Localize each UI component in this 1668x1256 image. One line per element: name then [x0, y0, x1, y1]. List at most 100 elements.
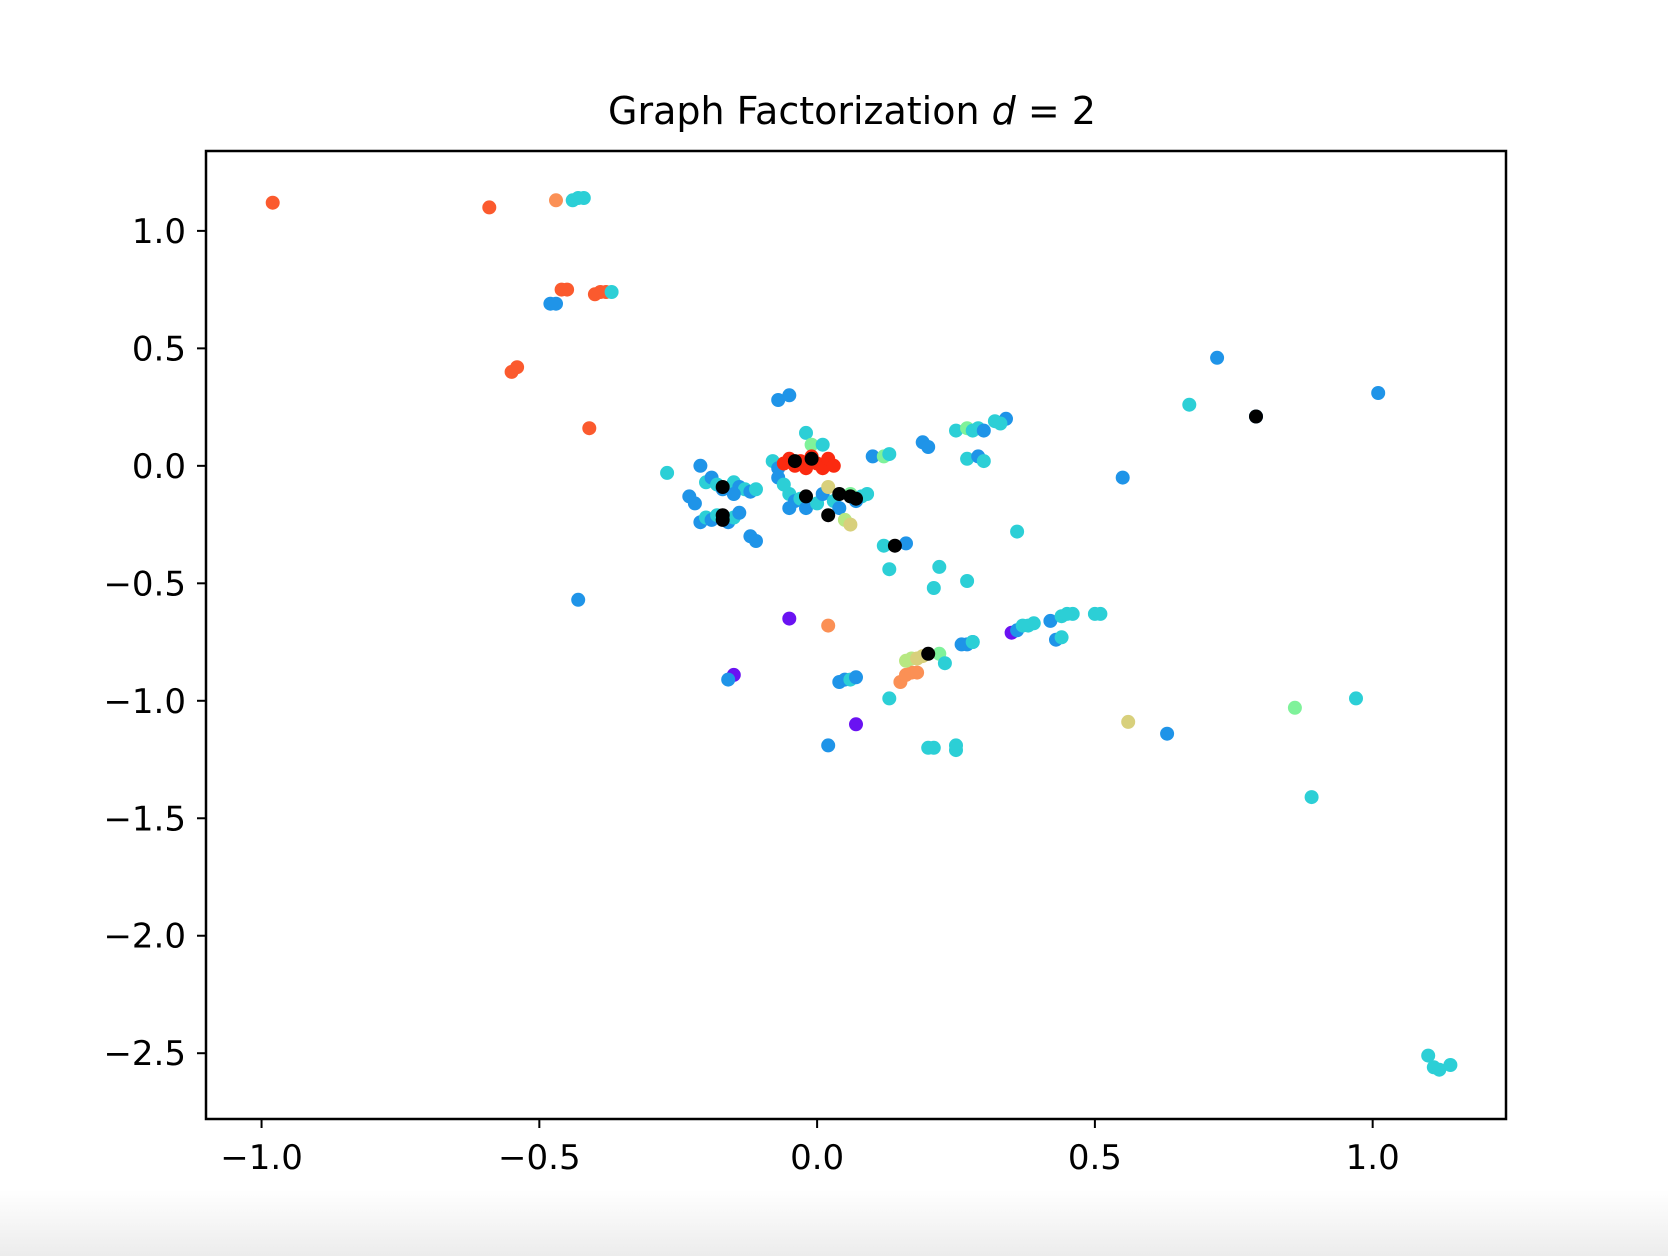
data-point	[726, 487, 741, 501]
data-point	[787, 454, 802, 469]
chart-title-variable: d	[992, 89, 1017, 133]
data-point	[721, 672, 736, 687]
y-tick-label: 0.0	[132, 447, 186, 487]
data-point	[876, 538, 891, 553]
data-point	[1115, 470, 1130, 485]
data-point	[549, 193, 563, 208]
data-point	[549, 296, 563, 311]
data-point	[1121, 714, 1136, 729]
data-point	[821, 738, 836, 753]
y-tick-label: −1.5	[103, 799, 186, 839]
data-point	[576, 191, 591, 205]
data-point	[1054, 630, 1069, 645]
data-point	[921, 440, 936, 454]
data-point	[1160, 726, 1175, 741]
data-point	[265, 195, 280, 210]
chart-title: Graph Factorization d = 2	[608, 89, 1096, 133]
data-point	[821, 508, 836, 523]
data-point	[1349, 691, 1363, 706]
x-tick-label: −0.5	[498, 1138, 581, 1178]
y-tick-label: −2.0	[103, 917, 186, 957]
data-point	[976, 454, 991, 469]
data-point	[821, 618, 836, 633]
scatter-points	[265, 191, 1458, 1077]
data-point	[887, 538, 902, 553]
data-point	[782, 611, 797, 626]
data-point	[687, 496, 702, 511]
data-point	[1065, 606, 1080, 621]
x-tick-label: −1.0	[220, 1138, 303, 1178]
data-point	[732, 505, 747, 520]
data-point	[965, 635, 980, 649]
data-point	[949, 738, 963, 753]
data-point	[1026, 616, 1041, 631]
data-point	[482, 200, 497, 215]
data-point	[799, 501, 813, 516]
x-axis: −1.0 −0.5 0.0 0.5 1.0	[220, 1119, 1400, 1178]
data-point	[1371, 386, 1386, 400]
data-point	[693, 458, 708, 473]
data-point	[882, 562, 897, 577]
data-point	[832, 501, 847, 516]
plot-area-frame	[204, 149, 1508, 1121]
data-point	[1010, 524, 1025, 539]
data-point	[1443, 1058, 1458, 1072]
x-tick-label: 0.0	[790, 1138, 844, 1178]
data-point	[849, 670, 863, 685]
data-point	[749, 534, 763, 548]
data-point	[782, 501, 797, 516]
data-point	[660, 465, 675, 480]
data-point	[799, 425, 813, 440]
data-point	[949, 423, 963, 438]
data-point	[899, 536, 913, 551]
x-tick-label: 0.5	[1068, 1138, 1122, 1178]
data-point	[932, 559, 947, 574]
data-point	[799, 489, 813, 504]
data-point	[604, 285, 619, 299]
y-tick-label: −0.5	[103, 564, 186, 604]
data-point	[1093, 606, 1108, 621]
data-point	[749, 482, 763, 497]
data-point	[849, 491, 863, 506]
data-point	[960, 451, 975, 466]
data-point	[960, 574, 975, 588]
window-bottom-edge	[0, 1190, 1668, 1256]
y-tick-label: 0.5	[132, 329, 186, 369]
data-point	[993, 416, 1008, 431]
data-point	[815, 437, 830, 452]
chart-title-prefix: Graph Factorization	[608, 89, 992, 133]
x-tick-label: 1.0	[1346, 1138, 1400, 1178]
data-point	[832, 487, 847, 501]
data-point	[771, 393, 786, 407]
data-point	[882, 447, 897, 462]
data-point	[882, 691, 897, 706]
y-tick-label: −2.5	[103, 1034, 186, 1074]
data-point	[860, 487, 875, 501]
chart-title-suffix: = 2	[1016, 89, 1096, 133]
y-tick-label: 1.0	[132, 212, 186, 252]
data-point	[1210, 350, 1225, 365]
data-point	[571, 592, 586, 607]
data-point	[926, 581, 941, 595]
data-point	[782, 388, 797, 403]
data-point	[976, 423, 991, 438]
data-point	[821, 480, 836, 494]
data-point	[582, 421, 597, 436]
data-point	[937, 656, 952, 671]
y-axis: 1.0 0.5 0.0 −0.5 −1.0 −1.5 −2.0 −2.5	[103, 212, 206, 1074]
data-point	[510, 360, 525, 375]
data-point	[560, 282, 575, 297]
data-point	[843, 517, 858, 532]
data-point	[1287, 700, 1302, 715]
data-point	[865, 449, 880, 464]
data-point	[849, 717, 863, 732]
y-tick-label: −1.0	[103, 682, 186, 722]
data-point	[826, 458, 841, 473]
data-point	[804, 451, 819, 466]
data-point	[1432, 1062, 1447, 1077]
data-point	[1043, 613, 1058, 628]
data-point	[1182, 397, 1197, 412]
data-point	[921, 646, 936, 661]
data-point	[910, 665, 925, 680]
